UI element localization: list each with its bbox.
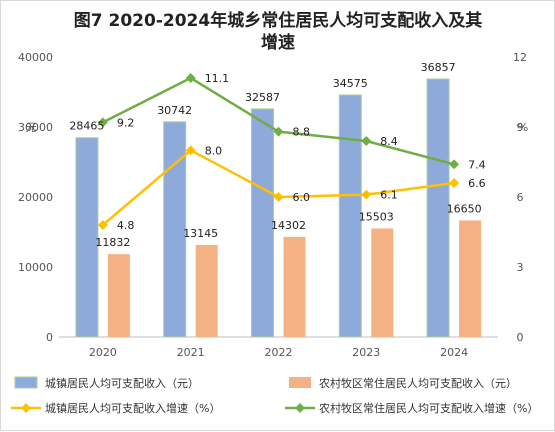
urban-income-bar [426,78,450,338]
legend: 城镇居民人均可支配收入（元） 农村牧区常住居民人均可支配收入（元） 城镇居民人均可支… [11,376,538,415]
y-right-tick-label: 0 [517,331,524,344]
rural-growth-label: 7.4 [468,158,486,171]
urban-income-label: 30742 [157,104,192,117]
chart-title-line2: 增速 [261,32,295,53]
urban-growth-line [102,149,455,226]
rural-income-label: 14302 [271,219,306,232]
y-right-tick-label: 12 [513,51,527,64]
rural-growth-label: 8.4 [380,135,398,148]
urban-growth-label: 6.6 [468,177,486,190]
rural-income-bar [283,236,306,337]
legend-swatch [289,377,311,388]
urban-income-label: 36857 [421,61,456,74]
rural-income-label: 13145 [183,227,218,240]
urban-income-bar [338,94,362,338]
rural-income-label: 16650 [447,202,482,215]
legend-label: 城镇居民人均可支配收入增速（%） [45,401,220,415]
y-left-axis-label: 元 [26,121,37,134]
legend-marker [295,403,305,413]
y-left-tick-label: 30000 [18,121,53,134]
urban-income-label: 34575 [333,77,368,90]
urban-growth-label: 4.8 [117,219,134,232]
legend-label: 农村牧区常住居民人均可支配收入（元） [319,376,517,390]
x-tick-label: 2022 [265,346,293,359]
rural-income-label: 15503 [359,210,394,223]
urban-growth-label: 6.0 [293,191,311,204]
legend-marker [21,403,31,413]
x-tick-label: 2021 [177,346,205,359]
rural-growth-label: 8.8 [293,126,311,139]
urban-growth-point [185,145,196,156]
rural-growth-point [185,73,196,83]
urban-growth-label: 6.1 [380,189,398,202]
rural-growth-label: 11.1 [205,72,230,85]
urban-income-label: 32587 [245,91,280,104]
rural-growth-point [97,117,108,128]
rural-income-bar [371,228,394,337]
urban-income-bar [163,121,187,338]
data-labels: 28465 30742 32587 34575 36857 11832 13145 14302… [69,61,485,249]
urban-growth-point [449,178,460,188]
rural-income-bar [195,244,218,337]
rural-growth-label: 9.2 [117,116,134,129]
rural-growth-point [449,159,460,170]
lines [97,73,460,230]
y-right-tick-label: 9 [517,121,524,134]
urban-growth-label: 8.0 [205,144,223,157]
y-left-tick-label: 20000 [18,191,53,204]
y-left-tick-label: 0 [46,331,53,344]
urban-income-bar [251,108,274,338]
rural-income-bar [459,220,482,337]
y-right-axis-label: % [518,121,528,134]
legend-swatch [14,376,38,389]
urban-income-bar [75,137,99,338]
rural-growth-point [361,136,372,146]
urban-income-label: 28465 [69,120,104,133]
urban-growth-point [97,220,108,230]
y-left-tick-label: 40000 [18,51,53,64]
legend-label: 城镇居民人均可支配收入（元） [45,376,199,390]
rural-income-bar [107,254,130,337]
y-right-tick-label: 3 [517,261,524,274]
urban-growth-point [273,192,284,202]
rural-income-label: 11832 [95,236,130,249]
urban-growth-point [361,189,372,200]
chart-title-line1: 图7 2020-2024年城乡常住居民人均可支配收入及其 [74,10,482,31]
axes: 0 10000 20000 30000 40000 0 3 6 9 12 2020 2021 2022 2… [18,51,528,359]
y-right-tick-label: 6 [517,191,524,204]
x-tick-label: 2020 [89,346,117,359]
x-tick-label: 2023 [352,346,380,359]
bars [75,78,482,338]
legend-label: 农村牧区常住居民人均可支配收入增速（%） [319,401,538,415]
y-left-tick-label: 10000 [18,261,53,274]
x-tick-label: 2024 [440,346,468,359]
